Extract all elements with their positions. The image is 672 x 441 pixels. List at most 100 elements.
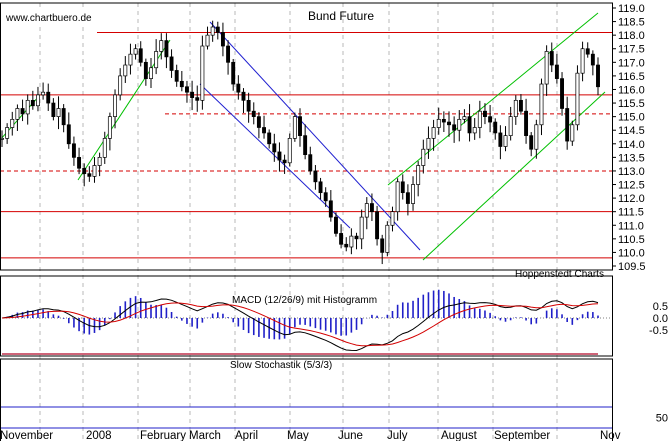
x-month-label: 2008 (86, 430, 112, 441)
price-bar-body (287, 138, 292, 164)
price-bar-body (236, 83, 241, 93)
price-bar-body (323, 192, 328, 202)
macd-tick-label: -0.5 (649, 325, 668, 337)
x-month-label: November (0, 430, 53, 441)
price-bar-body (107, 116, 112, 139)
stochastic-panel (0, 353, 612, 429)
chart-title: Bund Future (308, 9, 374, 23)
price-bar-body (20, 108, 25, 115)
price-bar-body (10, 118, 15, 128)
price-bar-body (46, 91, 51, 104)
price-bar-body (164, 40, 169, 58)
price-bar-body (457, 118, 462, 131)
price-bar-body (251, 110, 256, 117)
price-bar-body (462, 116, 467, 120)
price-bar-body (169, 56, 174, 71)
price-bar-body (231, 61, 236, 85)
price-bar-body (41, 91, 46, 96)
credit-text: Hoppenstedt Charts (515, 269, 604, 280)
price-bar-body (205, 34, 210, 47)
watermark-bg (2, 10, 114, 24)
y-tick-label: 115.0 (618, 112, 645, 124)
price-bar-body (503, 135, 508, 147)
price-bar-body (508, 116, 513, 136)
y-tick-label: 118.5 (618, 17, 645, 29)
price-bar-body (292, 116, 297, 139)
price-bar-body (529, 135, 534, 150)
x-month-label: Nov (600, 430, 621, 441)
price-bar-body (359, 216, 364, 240)
y-tick-label: 111.5 (618, 207, 644, 219)
y-tick-label: 109.5 (618, 261, 646, 273)
price-bar-body (87, 173, 92, 177)
trend-line (199, 83, 351, 229)
y-tick-label: 112.5 (618, 180, 645, 192)
x-month-label: February (140, 430, 186, 441)
y-tick-label: 113.0 (618, 166, 645, 178)
price-bar-body (339, 233, 344, 245)
price-bar-body (56, 108, 61, 117)
price-bar-body (488, 116, 493, 123)
price-bar-body (190, 91, 195, 98)
price-bar-body (220, 32, 225, 47)
price-bar-body (241, 91, 246, 101)
y-tick-label: 114.5 (618, 125, 645, 137)
price-bar-body (210, 26, 215, 36)
price-bar-body (369, 203, 374, 213)
price-bar-body (277, 151, 282, 161)
price-bar-body (128, 53, 133, 66)
price-bar-body (298, 116, 302, 136)
grid-lines (39, 3, 558, 441)
price-bar-body (174, 70, 179, 82)
stochastic-title: Slow Stochastik (5/3/3) (230, 360, 332, 371)
price-bar-body (113, 94, 117, 117)
price-bar-body (483, 110, 487, 117)
panel-frames (0, 2, 613, 441)
price-bar-body (354, 235, 359, 240)
price-bar-body (313, 170, 318, 183)
price-bar-body (431, 127, 436, 139)
price-bar-body (25, 99, 30, 115)
y-tick-label: 111.0 (618, 220, 644, 232)
support-resistance-lines (0, 31, 612, 259)
price-bar-body (66, 124, 71, 145)
price-bar-body (467, 116, 472, 134)
price-bar-body (328, 200, 333, 218)
price-bar-body (308, 154, 313, 172)
price-bar-body (61, 108, 66, 126)
price-bar-body (565, 108, 570, 142)
price-bar-body (580, 48, 585, 74)
macd-signal-line (1, 302, 599, 347)
price-bar-body (149, 67, 153, 79)
y-tick-label: 117.0 (618, 57, 645, 69)
price-bar-body (256, 116, 261, 128)
price-bar-body (179, 80, 184, 88)
price-bar-body (380, 238, 385, 253)
price-bar-body (267, 132, 272, 145)
trend-line (209, 21, 421, 251)
x-month-label: August (441, 430, 478, 441)
y-tick-label: 113.5 (618, 152, 645, 164)
price-bar-body (143, 61, 148, 79)
price-bar-body (585, 48, 590, 55)
y-tick-label: 115.5 (618, 98, 645, 110)
price-bar-body (405, 192, 410, 204)
price-bar-body (97, 157, 102, 166)
stochastic-tick-label: 50 (656, 413, 668, 425)
price-panel-frame (0, 2, 613, 271)
price-bar-body (493, 121, 498, 134)
price-bar-body (246, 99, 251, 112)
macd-line (1, 298, 599, 352)
price-bar-body (472, 127, 477, 134)
price-bar-body (596, 64, 600, 88)
macd-panel (0, 289, 612, 352)
price-bar-body (118, 75, 123, 96)
price-bar-body (590, 53, 595, 66)
x-month-label: July (387, 430, 408, 441)
stochastic-panel-frame (0, 358, 613, 441)
price-bar-body (400, 181, 405, 194)
price-bar-body (200, 45, 205, 101)
y-tick-label: 110.5 (618, 234, 645, 246)
price-bar-body (71, 143, 76, 158)
macd-tick-label: 0.5 (653, 301, 668, 313)
